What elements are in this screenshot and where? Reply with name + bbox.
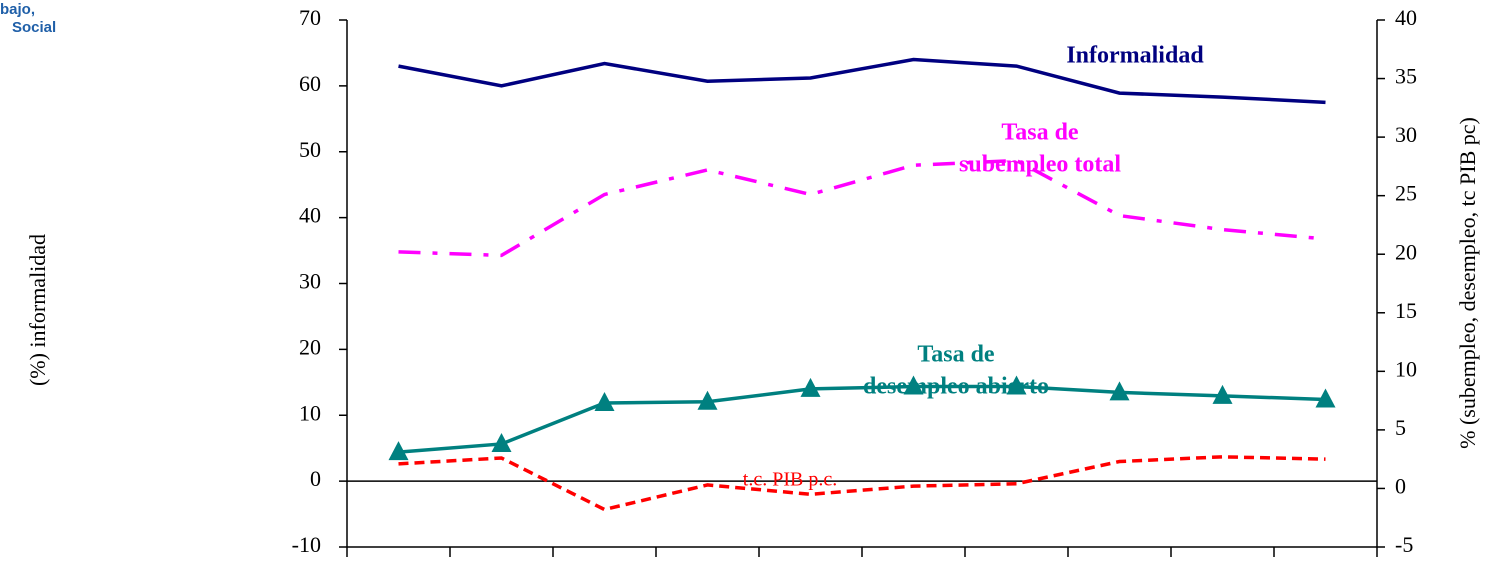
series-label: desempleo abierto xyxy=(863,374,1049,400)
y-tick-label: 70 xyxy=(299,5,321,30)
y2-tick-label: 0 xyxy=(1395,473,1406,498)
y-axis-title: (%) informalidad xyxy=(25,234,50,386)
series-marker xyxy=(1109,381,1130,401)
series-label: Informalidad xyxy=(1066,43,1204,69)
y-tick-label: 30 xyxy=(299,269,321,294)
y-tick-label: -10 xyxy=(292,532,321,557)
y-tick-label: 60 xyxy=(299,71,321,96)
y2-tick-label: 40 xyxy=(1395,5,1417,30)
y2-tick-label: 35 xyxy=(1395,64,1417,89)
series-line xyxy=(398,455,1326,512)
y2-tick-label: 15 xyxy=(1395,298,1417,323)
series-line xyxy=(398,57,1326,105)
series-label: subempleo total xyxy=(959,152,1121,178)
series-marker xyxy=(1315,388,1336,408)
series-marker xyxy=(388,441,409,461)
y-tick-label: 20 xyxy=(299,334,321,359)
y-tick-label: 0 xyxy=(310,466,321,491)
y-tick-label: 40 xyxy=(299,203,321,228)
series-marker xyxy=(903,375,924,395)
y2-tick-label: 5 xyxy=(1395,415,1406,440)
series-marker xyxy=(697,390,718,410)
series-line xyxy=(398,384,1326,454)
y2-tick-label: 25 xyxy=(1395,181,1417,206)
series-marker xyxy=(800,377,821,397)
y2-tick-label: -5 xyxy=(1395,532,1413,557)
y2-axis-title: % (subempleo, desempleo, tc PIB pc) xyxy=(1455,117,1480,449)
series-line xyxy=(398,158,1326,258)
series-marker xyxy=(1212,384,1233,404)
y2-tick-label: 10 xyxy=(1395,356,1417,381)
series-label: Tasa de xyxy=(1001,120,1078,146)
series-marker xyxy=(594,391,615,411)
series-label: t.c. PIB p.c. xyxy=(743,469,837,491)
logo-text: Social xyxy=(12,19,56,36)
y-tick-label: 50 xyxy=(299,137,321,162)
y2-tick-label: 20 xyxy=(1395,239,1417,264)
logo-text: bajo, xyxy=(0,1,35,18)
series-label: Tasa de xyxy=(917,342,994,368)
series-marker xyxy=(491,432,512,452)
y2-tick-label: 30 xyxy=(1395,122,1417,147)
y-tick-label: 10 xyxy=(299,400,321,425)
series-marker xyxy=(1006,375,1027,395)
